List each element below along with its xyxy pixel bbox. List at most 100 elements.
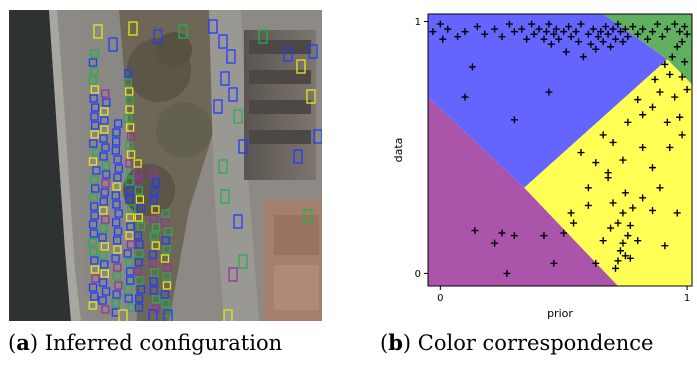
car-box [111,299,120,308]
car-box [99,197,108,206]
car-box [113,119,123,128]
car-box [112,200,121,209]
car-box [238,139,248,154]
data-point [656,184,664,192]
car-box [296,59,306,74]
car-box [133,159,142,168]
car-box [135,195,145,204]
data-point [621,252,629,260]
data-point [570,219,578,227]
data-point [589,25,597,33]
car-box [126,150,136,159]
data-point [584,201,592,209]
car-box [98,278,108,287]
car-box [228,87,238,102]
car-box [160,218,170,227]
car-box [100,242,109,251]
data-point [668,53,676,61]
car-box [149,196,159,205]
car-box [150,268,160,277]
car-box [125,258,134,267]
data-point [604,30,612,38]
car-box [125,195,134,204]
car-box [161,299,171,308]
car-box [283,47,293,62]
car-box [90,85,100,94]
data-point [653,20,661,28]
data-point [619,239,627,247]
car-box [178,24,188,39]
car-box [99,152,108,161]
car-box [114,209,123,218]
caption-b-text: Color correspondence [417,331,654,355]
color-correspondence-panel: 0 1 0 1 prior data [380,8,696,324]
car-box [151,304,160,313]
data-point [439,35,447,43]
car-box [90,103,100,112]
car-box [91,184,100,193]
car-box [100,188,109,197]
data-point [678,38,686,46]
data-point [481,30,489,38]
data-point [562,48,570,56]
aerial-photo-panel [9,10,323,324]
data-point [629,23,637,31]
data-point [567,209,575,217]
car-box [98,296,107,305]
car-box [148,259,158,268]
car-box [90,112,99,121]
data-point [473,23,481,31]
data-point [619,156,627,164]
car-box [89,247,98,256]
car-box [153,29,163,44]
car-box [88,58,98,67]
data-point [579,53,587,61]
car-box [124,285,133,294]
data-point [550,259,558,267]
data-point [545,88,553,96]
car-box [134,168,143,177]
car-box [111,146,120,155]
data-point [663,118,671,126]
car-box [220,71,230,86]
car-box [90,256,99,265]
color-region [603,14,692,85]
car-box [208,19,218,34]
car-box [148,169,158,178]
car-box [112,137,121,146]
color-correspondence-chart: 0 1 0 1 prior data [392,13,693,320]
data-point [614,257,622,265]
data-point [624,118,632,126]
car-box [308,44,318,59]
car-box [90,292,99,301]
car-box [258,29,268,44]
data-point [540,232,548,240]
data-point [612,264,620,272]
data-point [609,199,617,207]
data-point [510,28,518,36]
car-box [113,227,123,236]
x-tick-label: 0 [437,293,443,304]
data-point [592,259,600,267]
car-box [123,78,132,87]
car-box [149,277,158,286]
car-box [151,241,160,250]
car-box [88,76,97,85]
data-point [607,224,615,232]
car-box [101,215,110,224]
car-box [125,105,134,114]
car-box [114,281,123,290]
data-point [624,33,632,41]
car-box [149,214,158,223]
data-point [649,206,657,214]
car-box [98,233,107,242]
data-point [567,33,575,41]
data-point [658,33,666,41]
data-point [604,169,612,177]
car-box [218,159,228,174]
data-point [634,96,642,104]
car-box [134,303,144,312]
car-box [102,170,111,179]
car-box [111,191,120,200]
data-point [639,111,647,119]
